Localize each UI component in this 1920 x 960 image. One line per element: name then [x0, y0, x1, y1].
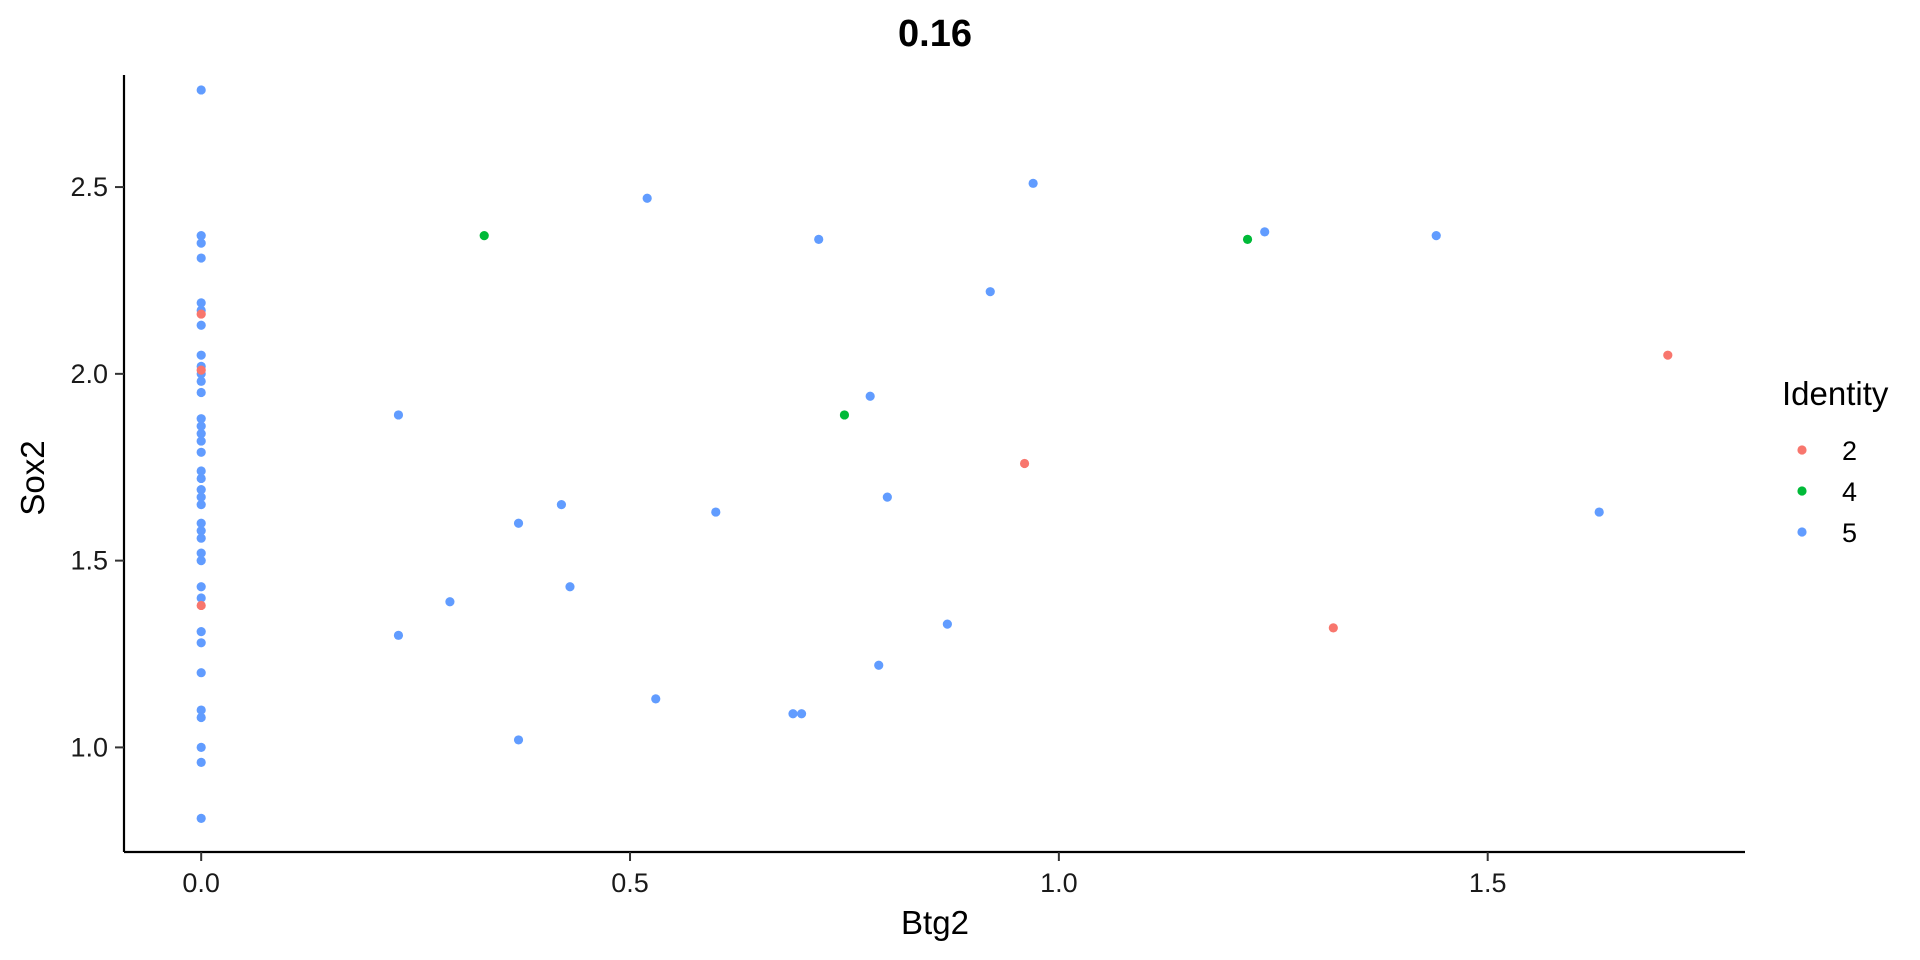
scatter-point-identity-5 — [196, 376, 206, 386]
scatter-point-identity-5 — [1594, 507, 1604, 517]
scatter-point-identity-5 — [874, 660, 884, 670]
scatter-point-identity-5 — [196, 387, 206, 398]
chart-title: 0.16 — [898, 13, 972, 55]
legend-label-2: 2 — [1842, 436, 1857, 466]
scatter-point-identity-5 — [196, 414, 206, 424]
scatter-point-identity-5 — [1260, 227, 1270, 237]
legend-label-4: 4 — [1842, 477, 1857, 507]
scatter-point-identity-5 — [196, 518, 206, 528]
scatter-point-identity-5 — [642, 193, 652, 203]
x-axis-title: Btg2 — [901, 904, 969, 941]
scatter-point-identity-5 — [711, 507, 721, 517]
scatter-point-identity-5 — [196, 466, 206, 476]
scatter-point-identity-5 — [196, 627, 206, 637]
scatter-point-identity-5 — [196, 429, 206, 439]
y-axis-title: Sox2 — [14, 440, 51, 515]
scatter-point-identity-5 — [196, 298, 206, 308]
scatter-point-identity-5 — [196, 231, 206, 241]
scatter-point-identity-4 — [1242, 234, 1253, 244]
scatter-point-identity-5 — [196, 499, 206, 510]
scatter-point-identity-5 — [196, 548, 206, 558]
scatter-point-identity-5 — [556, 499, 567, 510]
legend-title: Identity — [1782, 375, 1889, 412]
legend-key-5 — [1797, 527, 1807, 537]
scatter-point-identity-5 — [865, 391, 875, 401]
scatter-point-identity-5 — [1028, 178, 1038, 188]
scatter-point-identity-5 — [942, 619, 952, 629]
scatter-point-identity-5 — [196, 533, 206, 543]
scatter-point-identity-5 — [651, 694, 661, 704]
axes-layer: 0.0 0.5 1.0 1.5 1.0 1.5 2.0 2.5 — [70, 75, 1745, 898]
scatter-point-identity-5 — [196, 485, 206, 495]
legend-label-5: 5 — [1842, 518, 1857, 548]
scatter-point-identity-5 — [513, 518, 524, 528]
legend-key-2 — [1797, 445, 1807, 455]
scatter-point-identity-5 — [196, 436, 206, 446]
scatter-point-identity-4 — [839, 410, 850, 420]
legend-key-4 — [1797, 486, 1807, 496]
y-tick-label: 2.5 — [70, 172, 108, 202]
scatter-point-identity-2 — [196, 365, 206, 375]
scatter-point-identity-5 — [196, 320, 206, 330]
scatter-point-identity-5 — [814, 234, 824, 244]
scatter-point-identity-5 — [393, 410, 404, 420]
scatter-point-identity-5 — [196, 582, 206, 592]
x-tick-label: 1.0 — [1040, 868, 1078, 898]
scatter-point-identity-5 — [196, 668, 206, 678]
scatter-point-identity-5 — [796, 709, 807, 719]
scatter-point-identity-5 — [196, 238, 206, 248]
x-tick-label: 1.5 — [1469, 868, 1507, 898]
scatter-point-identity-2 — [196, 309, 206, 319]
scatter-point-identity-5 — [196, 421, 206, 431]
scatter-point-identity-5 — [196, 593, 206, 603]
scatter-point-identity-2 — [1328, 623, 1338, 633]
scatter-point-identity-5 — [196, 492, 206, 502]
scatter-point-identity-5 — [196, 350, 206, 360]
scatter-point-identity-5 — [1431, 231, 1441, 241]
x-tick-label: 0.5 — [611, 868, 649, 898]
scatter-point-identity-5 — [196, 85, 206, 95]
points-layer — [196, 85, 1673, 823]
x-tick-label: 0.0 — [182, 868, 220, 898]
scatter-point-identity-5 — [196, 253, 206, 263]
y-tick-label: 2.0 — [70, 359, 108, 389]
scatter-point-identity-2 — [1019, 458, 1030, 469]
scatter-point-identity-5 — [985, 287, 995, 297]
scatter-point-identity-5 — [196, 526, 206, 536]
scatter-point-identity-5 — [513, 735, 524, 745]
scatter-point-identity-2 — [1663, 350, 1673, 360]
scatter-point-identity-2 — [196, 600, 206, 611]
scatter-point-identity-5 — [196, 742, 206, 753]
scatter-point-identity-5 — [196, 556, 206, 566]
y-tick-label: 1.5 — [70, 546, 108, 576]
scatter-point-identity-5 — [788, 709, 798, 719]
scatter-point-identity-5 — [196, 712, 206, 723]
scatter-point-identity-5 — [445, 597, 455, 607]
scatter-point-identity-5 — [196, 813, 206, 823]
scatter-point-identity-5 — [196, 638, 206, 648]
legend: Identity 2 4 5 — [1782, 375, 1889, 548]
scatter-point-identity-5 — [196, 705, 206, 715]
y-tick-label: 1.0 — [70, 732, 108, 762]
scatter-point-identity-4 — [479, 231, 489, 241]
scatter-point-identity-5 — [393, 630, 404, 640]
scatter-point-identity-5 — [565, 582, 575, 592]
scatter-point-identity-5 — [196, 447, 206, 457]
scatter-point-identity-5 — [196, 473, 206, 484]
scatter-point-identity-5 — [196, 757, 206, 767]
scatter-point-identity-5 — [882, 492, 892, 502]
